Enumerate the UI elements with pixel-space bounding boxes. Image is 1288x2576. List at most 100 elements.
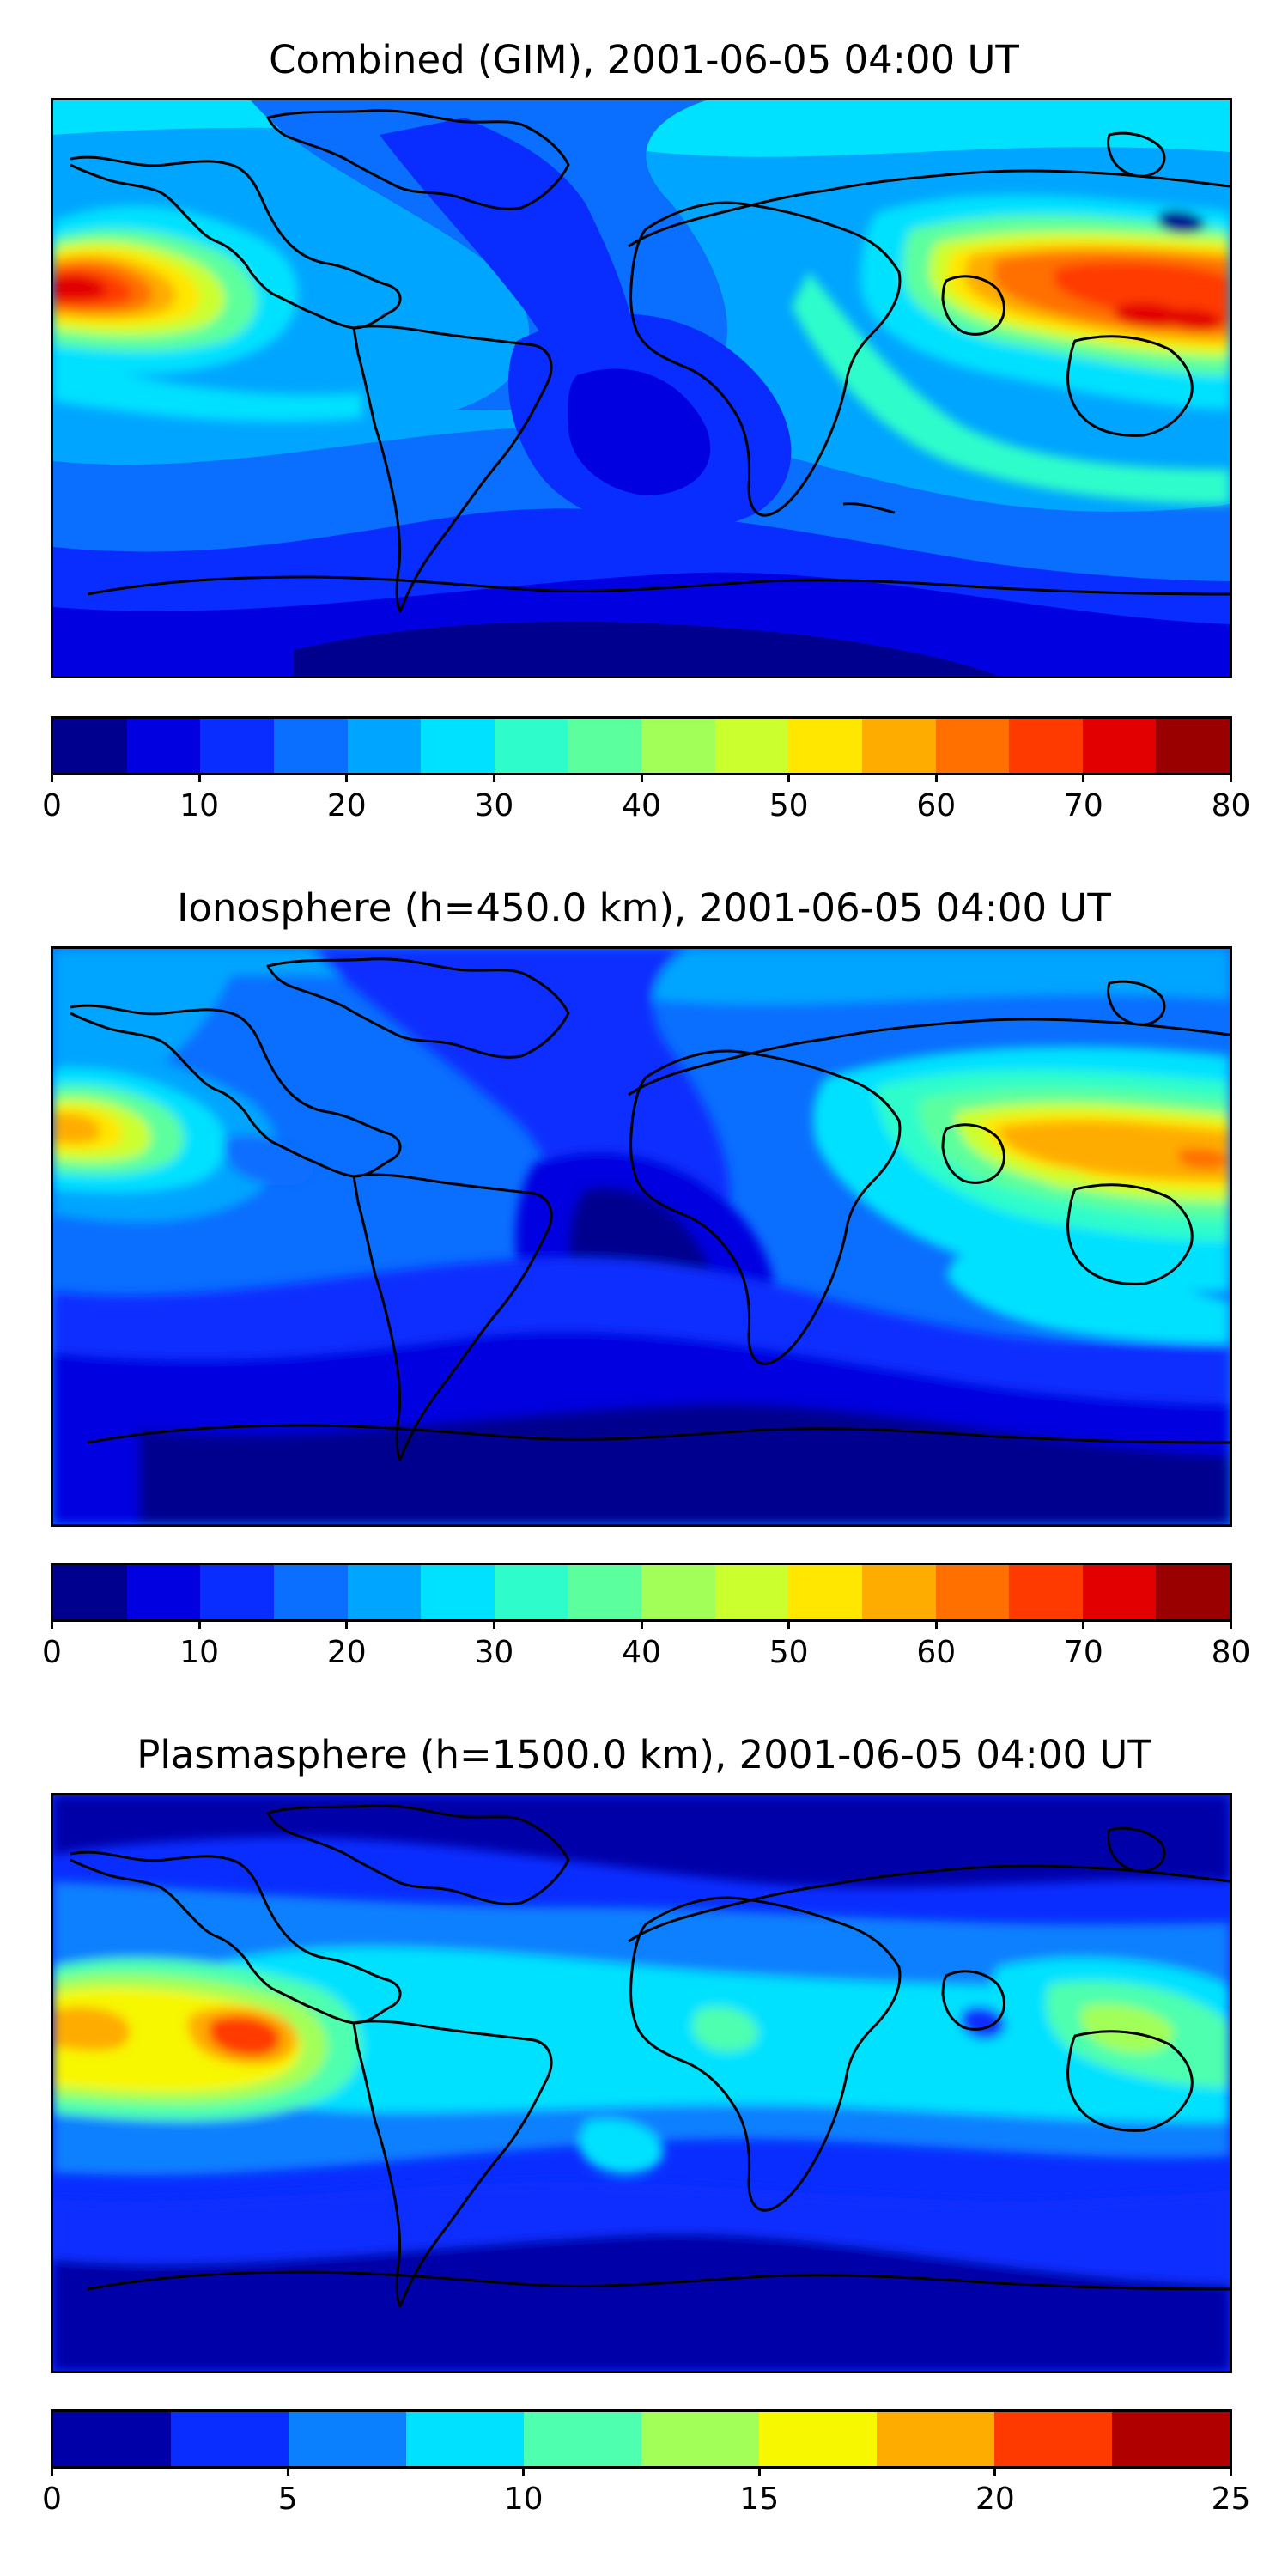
colorbar-segment <box>421 719 495 773</box>
colorbar-tick <box>757 2466 761 2476</box>
plasmasphere-map-title: Plasmasphere (h=1500.0 km), 2001-06-05 0… <box>137 1732 1151 1777</box>
colorbar-segment <box>126 1565 201 1619</box>
colorbar-tick-label: 0 <box>42 1635 62 1670</box>
combined-contour-field <box>53 100 1230 676</box>
colorbar-tick-label: 30 <box>474 788 514 823</box>
colorbar-tick <box>197 773 201 782</box>
colorbar-segment <box>347 719 422 773</box>
colorbar-tick-label: 40 <box>622 788 661 823</box>
ionosphere-tec-map <box>51 946 1232 1527</box>
combined-colorbar <box>51 716 1232 775</box>
colorbar-segment <box>861 1565 936 1619</box>
colorbar-segment <box>877 2412 994 2466</box>
colorbar-segment <box>1009 719 1083 773</box>
colorbar-tick <box>51 773 53 782</box>
colorbar-segment <box>1082 1565 1157 1619</box>
colorbar-tick-label: 80 <box>1211 788 1251 823</box>
colorbar-segment <box>1082 719 1157 773</box>
colorbar-tick-label: 70 <box>1063 1635 1103 1670</box>
colorbar-segment <box>759 2412 877 2466</box>
colorbar-segment <box>200 719 274 773</box>
plasmasphere-contour-field <box>53 1795 1230 2371</box>
colorbar-tick-label: 15 <box>739 2482 780 2517</box>
colorbar-segment <box>494 1565 568 1619</box>
colorbar-tick-label: 20 <box>975 2482 1015 2517</box>
colorbar-segment <box>289 2412 406 2466</box>
colorbar-segment <box>568 1565 641 1619</box>
colorbar-tick <box>1082 773 1085 782</box>
colorbar-tick <box>640 773 643 782</box>
colorbar-tick <box>934 773 938 782</box>
colorbar-tick <box>1082 1619 1085 1629</box>
ionosphere-colorbar-ticks: 0 10 20 30 40 50 60 70 80 <box>42 1619 1250 1671</box>
colorbar-tick-label: 60 <box>916 1635 957 1670</box>
colorbar-segment <box>568 719 641 773</box>
plasmasphere-tec-map <box>51 1793 1232 2373</box>
combined-tec-map <box>51 98 1232 678</box>
colorbar-tick <box>640 1619 643 1629</box>
colorbar-segment <box>126 719 201 773</box>
colorbar-tick-label: 70 <box>1063 788 1103 823</box>
colorbar-segment <box>406 2412 524 2466</box>
colorbar-tick-label: 0 <box>42 2482 62 2517</box>
colorbar-tick <box>1230 773 1232 782</box>
colorbar-tick-label: 25 <box>1211 2482 1251 2517</box>
colorbar-segment <box>53 719 127 773</box>
colorbar-tick <box>522 2466 526 2476</box>
colorbar-segment <box>714 719 789 773</box>
ionosphere-colorbar <box>51 1563 1232 1622</box>
colorbar-tick-label: 10 <box>179 1635 220 1670</box>
combined-coastlines <box>70 109 1230 613</box>
colorbar-tick <box>1230 1619 1232 1629</box>
colorbar-segment <box>788 719 862 773</box>
colorbar-tick <box>197 1619 201 1629</box>
plasmasphere-colorbar-ticks: 0 5 10 15 20 25 <box>42 2466 1250 2518</box>
colorbar-tick-label: 20 <box>326 788 367 823</box>
ionosphere-coastlines <box>70 957 1230 1461</box>
colorbar-tick <box>345 773 349 782</box>
colorbar-segment <box>994 2412 1112 2466</box>
colorbar-segment <box>861 719 936 773</box>
colorbar-tick <box>787 773 791 782</box>
colorbar-tick <box>787 1619 791 1629</box>
combined-colorbar-ticks: 0 10 20 30 40 50 60 70 80 <box>42 773 1250 824</box>
ionosphere-contour-field <box>53 949 1230 1524</box>
colorbar-tick-label: 0 <box>42 788 62 823</box>
colorbar-segment <box>1009 1565 1083 1619</box>
colorbar-tick-label: 10 <box>179 788 220 823</box>
colorbar-segment <box>171 2412 289 2466</box>
colorbar-segment <box>1156 1565 1230 1619</box>
colorbar-segment <box>641 719 715 773</box>
ionosphere-map-title: Ionosphere (h=450.0 km), 2001-06-05 04:0… <box>177 885 1111 931</box>
colorbar-tick <box>1230 2466 1232 2476</box>
colorbar-tick <box>286 2466 289 2476</box>
colorbar-tick-label: 60 <box>916 788 957 823</box>
colorbar-segment <box>273 1565 348 1619</box>
colorbar-segment <box>347 1565 422 1619</box>
colorbar-tick-label: 80 <box>1211 1635 1251 1670</box>
colorbar-segment <box>641 2412 759 2466</box>
colorbar-tick <box>492 1619 495 1629</box>
colorbar-segment <box>524 2412 641 2466</box>
colorbar-tick-label: 30 <box>474 1635 514 1670</box>
colorbar-tick <box>934 1619 938 1629</box>
colorbar-tick-label: 10 <box>503 2482 544 2517</box>
colorbar-segment <box>421 1565 495 1619</box>
colorbar-tick-label: 20 <box>326 1635 367 1670</box>
colorbar-segment <box>273 719 348 773</box>
colorbar-tick-label: 50 <box>769 788 809 823</box>
colorbar-tick-label: 40 <box>622 1635 661 1670</box>
plasmasphere-colorbar <box>51 2409 1232 2469</box>
colorbar-tick <box>993 2466 997 2476</box>
colorbar-segment <box>200 1565 274 1619</box>
combined-map-title: Combined (GIM), 2001-06-05 04:00 UT <box>269 37 1019 82</box>
colorbar-segment <box>53 1565 127 1619</box>
colorbar-segment <box>53 2412 171 2466</box>
plasmasphere-coastlines <box>70 1804 1230 2308</box>
colorbar-segment <box>1112 2412 1230 2466</box>
colorbar-segment <box>788 1565 862 1619</box>
colorbar-segment <box>935 1565 1010 1619</box>
colorbar-tick <box>345 1619 349 1629</box>
colorbar-segment <box>1156 719 1230 773</box>
colorbar-tick <box>51 2466 53 2476</box>
